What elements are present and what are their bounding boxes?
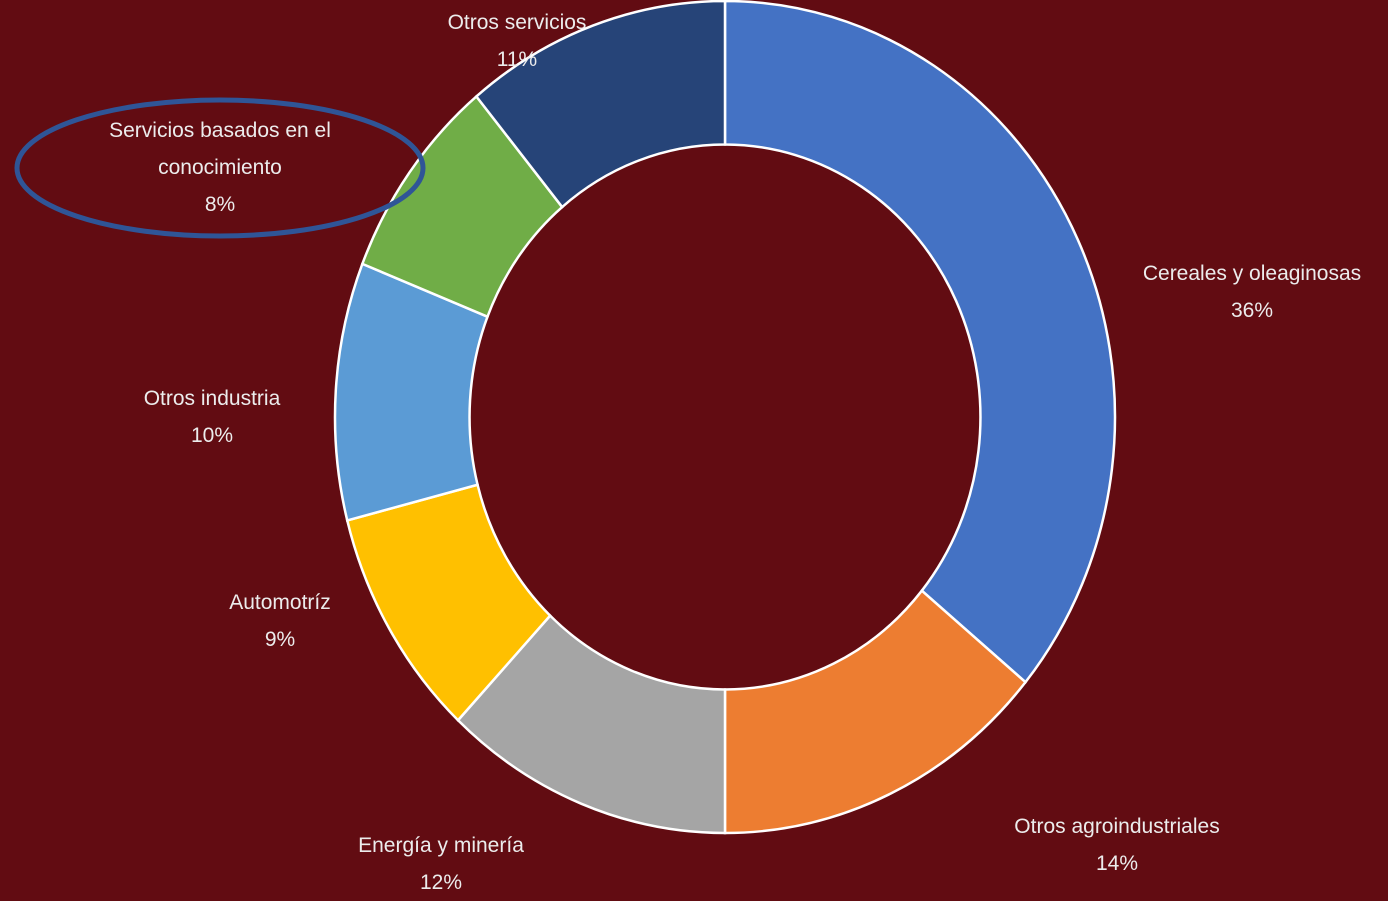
category-name: Otros agroindustriales (1014, 815, 1220, 838)
category-name: Otros industria (143, 387, 281, 410)
value-label: 9% (264, 628, 296, 651)
category-name: Energía y minería (358, 834, 524, 857)
slice (474, 0, 727, 209)
highlight-ellipse (14, 97, 426, 239)
category-name: Automotríz (229, 591, 331, 614)
slice-label: Otros industria 10% (92, 380, 332, 454)
value-label: 14% (1095, 852, 1139, 875)
slice-label: Servicios basados en el conocimiento 8% (90, 112, 350, 223)
slice-label: Automotríz 9% (180, 584, 380, 658)
slice-label: Energía y minería 12% (291, 827, 591, 901)
slice (723, 0, 1117, 684)
slice-label: Cereales y oleaginosas 36% (1102, 255, 1388, 329)
category-name: Servicios basados en el conocimiento (109, 119, 331, 179)
value-label: 36% (1230, 299, 1274, 322)
category-name: Otros servicios (447, 11, 587, 34)
value-label: 10% (190, 424, 234, 447)
value-label: 11% (496, 48, 538, 71)
value-label: 8% (204, 193, 236, 216)
donut (333, 0, 1117, 835)
value-label: 12% (419, 871, 463, 894)
slice-label: Otros servicios 11% (397, 4, 637, 78)
category-name: Cereales y oleaginosas (1142, 262, 1362, 285)
slice-label: Otros agroindustriales 14% (967, 808, 1267, 882)
